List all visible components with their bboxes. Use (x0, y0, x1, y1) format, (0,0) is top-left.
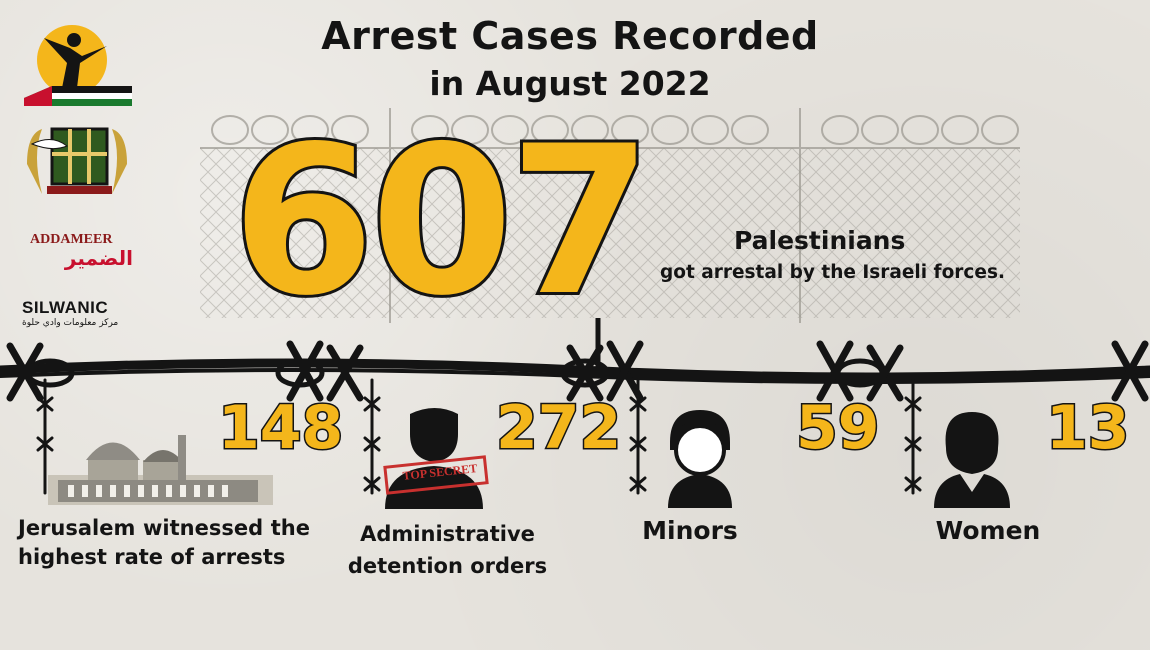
fence-illustration (200, 108, 1020, 323)
stat-minors-number: 59 (795, 393, 881, 463)
boy-icon (668, 410, 732, 508)
total-arrests-number: 607 (229, 103, 655, 341)
page-subtitle: in August 2022 (429, 64, 711, 103)
addameer-logo-arabic: الضمير (64, 246, 133, 270)
stat-administrative-label: Administrative detention orders (347, 522, 548, 578)
al-aqsa-mosque-icon (48, 435, 273, 505)
addameer-logo-text: ADDAMEER (30, 232, 113, 247)
stat-minors-label: Minors (642, 516, 738, 545)
top-secret-man-icon (383, 408, 489, 509)
prisoners-commission-logo (24, 25, 132, 106)
addameer-logo: ADDAMEER الضمير (22, 232, 137, 277)
page-title: Arrest Cases Recorded (321, 14, 819, 58)
stat-administrative-number: 272 (494, 393, 622, 463)
silwanic-logo-text: SILWANIC (22, 298, 109, 317)
total-arrests-label: Palestinians (734, 226, 906, 255)
stat-women-label: Women (935, 516, 1041, 545)
stat-jerusalem-label: Jerusalem witnessed the highest rate of … (18, 516, 310, 569)
stat-jerusalem-number: 148 (216, 393, 344, 463)
woman-icon (934, 412, 1010, 508)
prisoners-club-logo (27, 127, 127, 194)
silwanic-logo: SILWANIC مركز معلومات وادي حلوة (22, 298, 142, 333)
silwanic-logo-arabic: مركز معلومات وادي حلوة (22, 318, 119, 328)
barbed-wire-illustration (0, 318, 1150, 495)
total-arrests-sublabel: got arrestal by the Israeli forces. (660, 262, 1005, 283)
stat-women-number: 13 (1045, 393, 1131, 463)
